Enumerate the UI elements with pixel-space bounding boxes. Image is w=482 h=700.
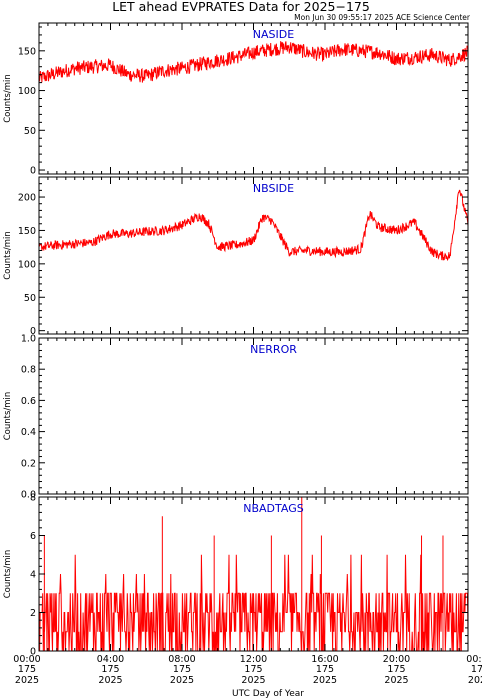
y-tick-label: 50 — [24, 126, 36, 137]
x-tick-label-doy: 176 — [471, 664, 482, 675]
y-tick-label: 4 — [30, 570, 36, 581]
y-tick-label: 100 — [18, 86, 36, 97]
x-tick-label-time: 16:00 — [311, 654, 338, 665]
panel-nbside: 0 50 100 150 200 NBSIDE Counts/min — [3, 176, 469, 337]
x-tick-label-doy: 175 — [18, 664, 36, 675]
plot-frame — [38, 22, 469, 175]
series-line-nbadtags — [38, 554, 469, 652]
y-tick-label: 0 — [30, 166, 36, 177]
y-tick-label: 8 — [30, 493, 36, 504]
panel-nbadtags: 0 2 4 6 8 NBADTAGS Counts/min — [3, 493, 469, 658]
x-tick-label-doy: 175 — [387, 664, 405, 675]
series-line-naside — [38, 41, 469, 83]
x-tick-label-year: 2025 — [313, 675, 337, 686]
chart-title: LET ahead EVPRATES Data for 2025−175 — [112, 0, 370, 14]
x-tick-label-doy: 175 — [173, 664, 191, 675]
panels: 0 50 100 150 NASIDE Counts/min 0 50 100 150 200 NBS… — [3, 22, 469, 658]
y-tick-label: 0.8 — [21, 365, 36, 376]
x-tick-label-doy: 175 — [244, 664, 262, 675]
y-tick-label: 0.0 — [21, 490, 36, 501]
x-tick-label-year: 2025 — [468, 675, 482, 686]
y-tick-label: 50 — [24, 293, 36, 304]
y-tick-label: 0 — [30, 326, 36, 337]
y-tick-label: 100 — [18, 259, 36, 270]
y-tick-label: 200 — [18, 193, 36, 204]
panel-naside: 0 50 100 150 NASIDE Counts/min — [3, 22, 469, 177]
panel-title-nerror: NERROR — [250, 343, 297, 356]
x-tick-label-time: 20:00 — [383, 654, 410, 665]
timestamp: Mon Jun 30 09:55:17 2025 ACE Science Cen… — [294, 13, 471, 22]
x-tick-label-year: 2025 — [241, 675, 265, 686]
y-tick-label: 0 — [30, 647, 36, 658]
x-tick-label-time: 04:00 — [97, 654, 124, 665]
x-tick-label-year: 2025 — [384, 675, 408, 686]
series-line-nbside — [38, 189, 469, 262]
y-tick-label: 0.2 — [21, 458, 36, 469]
x-tick-label-time: 00:00 — [466, 654, 482, 665]
y-axis-label: Counts/min — [3, 74, 13, 123]
y-tick-label: 150 — [18, 46, 36, 57]
x-tick-label-year: 2025 — [15, 675, 39, 686]
y-tick-label: 0.4 — [21, 427, 36, 438]
y-tick-label: 1.0 — [21, 334, 36, 345]
y-tick-label: 0.6 — [21, 396, 36, 407]
panel-title-naside: NASIDE — [253, 28, 294, 41]
y-axis-label: Counts/min — [3, 550, 13, 599]
plot-frame — [38, 337, 469, 495]
x-tick-label-doy: 175 — [101, 664, 119, 675]
x-tick-label-time: 12:00 — [240, 654, 267, 665]
y-tick-label: 2 — [30, 608, 36, 619]
x-tick-label-time: 08:00 — [168, 654, 195, 665]
x-tick-label-year: 2025 — [170, 675, 194, 686]
y-tick-label: 6 — [30, 531, 36, 542]
panel-title-nbside: NBSIDE — [253, 182, 294, 195]
y-axis-label: Counts/min — [3, 231, 13, 280]
x-tick-label-time: 00:00 — [13, 654, 40, 665]
x-tick-label-year: 2025 — [98, 675, 122, 686]
panel-nerror: 0.0 0.2 0.4 0.6 0.8 1.0 NERROR Counts/min — [3, 334, 469, 501]
panel-title-nbadtags: NBADTAGS — [243, 502, 303, 515]
y-axis-label: Counts/min — [3, 392, 13, 441]
x-axis-title: UTC Day of Year — [232, 689, 304, 699]
plot-frame — [38, 176, 469, 335]
x-axis-labels: 00:00175202504:00175202508:00175202512:0… — [13, 654, 482, 686]
x-tick-label-doy: 175 — [316, 664, 334, 675]
y-tick-label: 150 — [18, 226, 36, 237]
